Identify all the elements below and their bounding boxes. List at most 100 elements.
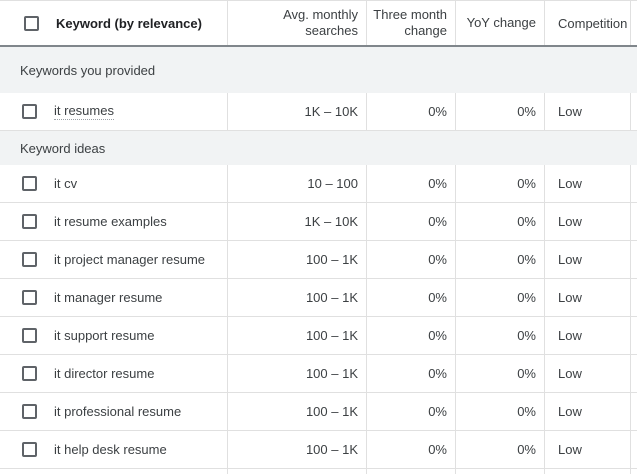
keyword-cell: it support resume — [0, 317, 227, 354]
three-month-change-cell: 0% — [366, 165, 455, 202]
yoy-change-cell: 0% — [455, 279, 544, 316]
overflow-cell — [630, 393, 637, 430]
avg-monthly-searches-cell: 100 – 1K — [227, 317, 366, 354]
yoy-change-cell: 0% — [455, 317, 544, 354]
table-row[interactable]: it support resume 100 – 1K 0% 0% Low — [0, 317, 637, 355]
table-header-row: Keyword (by relevance) Avg. monthly sear… — [0, 0, 637, 47]
three-month-change-cell — [366, 469, 455, 474]
keyword-label: it resume examples — [54, 214, 167, 229]
column-header-avg-monthly-searches[interactable]: Avg. monthly searches — [227, 1, 366, 45]
column-header-yoy-change-label: YoY change — [466, 15, 536, 30]
section-label: Keyword ideas — [20, 140, 106, 156]
column-header-three-month-change-label: Three month change — [373, 7, 447, 38]
column-header-keyword[interactable]: Keyword (by relevance) — [56, 15, 202, 31]
section-label: Keywords you provided — [20, 62, 156, 78]
keyword-label: it support resume — [54, 328, 155, 343]
keyword-cell: it professional resume — [0, 393, 227, 430]
table-row[interactable]: it manager resume 100 – 1K 0% 0% Low — [0, 279, 637, 317]
row-checkbox[interactable] — [22, 214, 37, 229]
keyword-cell: it manager resume — [0, 279, 227, 316]
row-checkbox[interactable] — [22, 104, 37, 119]
overflow-cell — [630, 469, 637, 474]
table-row[interactable]: it cv 10 – 100 0% 0% Low — [0, 165, 637, 203]
yoy-change-cell: 0% — [455, 241, 544, 278]
column-header-competition-label: Competition — [558, 15, 628, 31]
overflow-cell — [630, 431, 637, 468]
keyword-label: it cv — [54, 176, 78, 191]
three-month-change-cell: 0% — [366, 93, 455, 130]
three-month-change-cell: 0% — [366, 241, 455, 278]
keyword-label: it professional resume — [54, 404, 182, 419]
table-row[interactable]: it director resume 100 – 1K 0% 0% Low — [0, 355, 637, 393]
overflow-cell — [630, 241, 637, 278]
keyword-cell: it resumes — [0, 93, 227, 130]
competition-cell: Low — [544, 203, 630, 240]
table-row[interactable]: it resumes 1K – 10K 0% 0% Low — [0, 93, 637, 131]
overflow-cell — [630, 165, 637, 202]
overflow-cell — [630, 93, 637, 130]
table-row[interactable]: it resume examples 1K – 10K 0% 0% Low — [0, 203, 637, 241]
keyword-label: it resumes — [54, 103, 114, 120]
keyword-label: it director resume — [54, 366, 155, 381]
section-header-keywords-you-provided: Keywords you provided — [0, 47, 637, 93]
keyword-label: it project manager resume — [54, 252, 206, 267]
row-checkbox[interactable] — [22, 290, 37, 305]
row-checkbox[interactable] — [22, 252, 37, 267]
overflow-cell — [630, 279, 637, 316]
competition-cell: Low — [544, 317, 630, 354]
keyword-label: it help desk resume — [54, 442, 167, 457]
three-month-change-cell: 0% — [366, 393, 455, 430]
overflow-cell — [630, 355, 637, 392]
overflow-cell — [630, 203, 637, 240]
competition-cell: Low — [544, 431, 630, 468]
yoy-change-cell: 0% — [455, 393, 544, 430]
row-checkbox[interactable] — [22, 176, 37, 191]
table-row[interactable]: it help desk resume 100 – 1K 0% 0% Low — [0, 431, 637, 469]
avg-monthly-searches-cell: 1K – 10K — [227, 93, 366, 130]
keyword-label: it manager resume — [54, 290, 163, 305]
avg-monthly-searches-cell: 10 – 100 — [227, 165, 366, 202]
three-month-change-cell: 0% — [366, 355, 455, 392]
yoy-change-cell: 0% — [455, 355, 544, 392]
competition-cell: Low — [544, 279, 630, 316]
row-checkbox[interactable] — [22, 404, 37, 419]
row-checkbox[interactable] — [22, 442, 37, 457]
avg-monthly-searches-cell — [227, 469, 366, 474]
yoy-change-cell — [455, 469, 544, 474]
three-month-change-cell: 0% — [366, 203, 455, 240]
three-month-change-cell: 0% — [366, 279, 455, 316]
keyword-cell: it cv — [0, 165, 227, 202]
three-month-change-cell: 0% — [366, 431, 455, 468]
column-header-avg-monthly-searches-label: Avg. monthly searches — [283, 7, 358, 38]
column-header-yoy-change[interactable]: YoY change — [455, 1, 544, 45]
competition-cell: Low — [544, 355, 630, 392]
three-month-change-cell: 0% — [366, 317, 455, 354]
competition-cell — [544, 469, 630, 474]
table-row-partial[interactable] — [0, 469, 637, 474]
competition-cell: Low — [544, 393, 630, 430]
keyword-cell: it project manager resume — [0, 241, 227, 278]
competition-cell: Low — [544, 165, 630, 202]
avg-monthly-searches-cell: 100 – 1K — [227, 431, 366, 468]
row-checkbox[interactable] — [22, 366, 37, 381]
header-cell-keyword: Keyword (by relevance) — [0, 1, 227, 45]
yoy-change-cell: 0% — [455, 165, 544, 202]
row-checkbox[interactable] — [22, 328, 37, 343]
avg-monthly-searches-cell: 100 – 1K — [227, 355, 366, 392]
select-all-checkbox[interactable] — [24, 15, 39, 31]
header-cell-overflow — [630, 1, 637, 45]
keyword-cell — [0, 469, 227, 474]
avg-monthly-searches-cell: 100 – 1K — [227, 393, 366, 430]
table-row[interactable]: it professional resume 100 – 1K 0% 0% Lo… — [0, 393, 637, 431]
table-row[interactable]: it project manager resume 100 – 1K 0% 0%… — [0, 241, 637, 279]
keyword-cell: it resume examples — [0, 203, 227, 240]
column-header-competition[interactable]: Competition — [544, 1, 630, 45]
yoy-change-cell: 0% — [455, 93, 544, 130]
yoy-change-cell: 0% — [455, 431, 544, 468]
yoy-change-cell: 0% — [455, 203, 544, 240]
avg-monthly-searches-cell: 1K – 10K — [227, 203, 366, 240]
keyword-cell: it help desk resume — [0, 431, 227, 468]
competition-cell: Low — [544, 241, 630, 278]
column-header-three-month-change[interactable]: Three month change — [366, 1, 455, 45]
